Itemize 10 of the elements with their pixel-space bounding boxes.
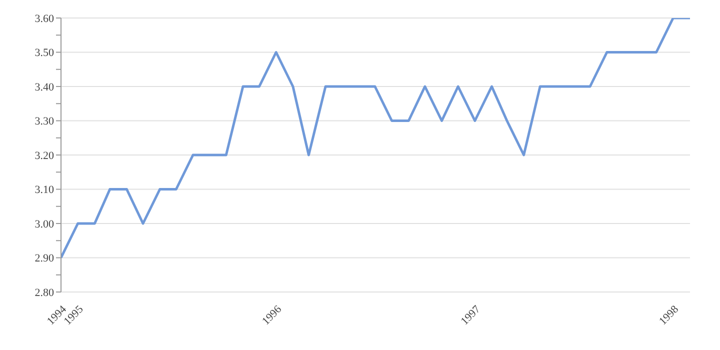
y-tick-label: 3.40: [34, 81, 54, 94]
y-tick-label: 3.10: [34, 184, 54, 196]
line-series: [61, 18, 690, 259]
y-tick-label: 3.20: [34, 150, 54, 162]
y-tick-label: 3.60: [34, 12, 54, 25]
y-tick-label: 3.30: [34, 116, 54, 128]
y-tick-label: 3.00: [34, 218, 54, 230]
y-tick-label: 2.90: [34, 252, 54, 265]
y-tick-label: 3.50: [34, 47, 54, 60]
y-tick-label: 2.80: [34, 286, 54, 299]
